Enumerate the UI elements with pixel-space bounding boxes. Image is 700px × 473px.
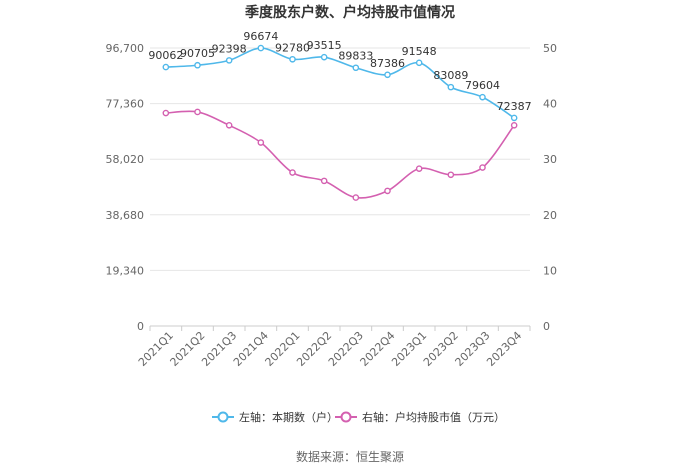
series-2-point [510,121,518,129]
right-axis-tick-label: 10 [543,264,557,277]
series-2-point [162,109,170,117]
series-2-point [352,194,360,201]
series-1-point [479,93,486,101]
data-label: 90062 [148,49,183,62]
data-label: 72387 [497,100,532,113]
series-line-2 [165,110,515,199]
left-axis-tick-label: 58,020 [106,153,145,166]
series-1-point [225,57,233,64]
right-axis-tick-label: 30 [543,153,557,166]
legend-marker-2 [340,411,352,423]
series-2-point [257,139,265,146]
series-1-point [289,55,296,63]
series-1-point [257,44,265,52]
legend-label-2: 右轴：户均持股市值（万元） [362,410,505,424]
right-axis-tick-label: 0 [543,320,550,333]
data-label: 92398 [212,42,247,55]
series-1-point [510,114,518,122]
left-axis-tick-label: 19,340 [106,264,145,277]
series-2-point [384,187,391,195]
right-axis-tick-label: 40 [543,98,557,111]
data-label: 92780 [275,41,310,54]
series-1-point [384,71,391,79]
series-1-point [162,63,170,71]
right-axis-tick-label: 20 [543,209,557,222]
legend-label-1: 左轴：本期数（户） [239,410,338,424]
series-2-point [320,177,328,185]
data-label: 90705 [180,47,215,60]
series-2-point [415,165,423,172]
chart-title: 季度股东户数、户均持股市值情况 [245,5,455,21]
data-label: 93515 [307,39,342,52]
data-label: 83089 [433,69,468,82]
x-axis-tick-label: 2023Q4 [484,329,524,369]
left-axis-tick-label: 0 [137,320,144,333]
series-2-point [225,121,233,129]
source-note: 数据来源：恒生聚源 [295,450,404,464]
data-label: 91548 [402,45,437,58]
series-1-point [447,83,455,91]
left-axis-tick-label: 96,700 [106,42,145,55]
data-label: 89833 [338,50,373,63]
series-1-point [320,53,328,61]
right-axis-tick-label: 50 [543,42,557,55]
series-2-point [447,171,455,179]
series-1-point [194,61,201,69]
series-1-point [415,59,423,67]
left-axis-tick-label: 77,360 [106,98,145,111]
series-2-point [289,169,296,176]
left-axis-tick-label: 38,680 [106,209,145,222]
data-label: 96674 [243,30,278,43]
legend-marker-1 [217,411,229,423]
series-2-point [479,164,486,171]
series-1-point [352,64,360,72]
data-label: 79604 [465,79,500,92]
series-2-point [194,108,201,116]
data-label: 87386 [370,57,405,70]
